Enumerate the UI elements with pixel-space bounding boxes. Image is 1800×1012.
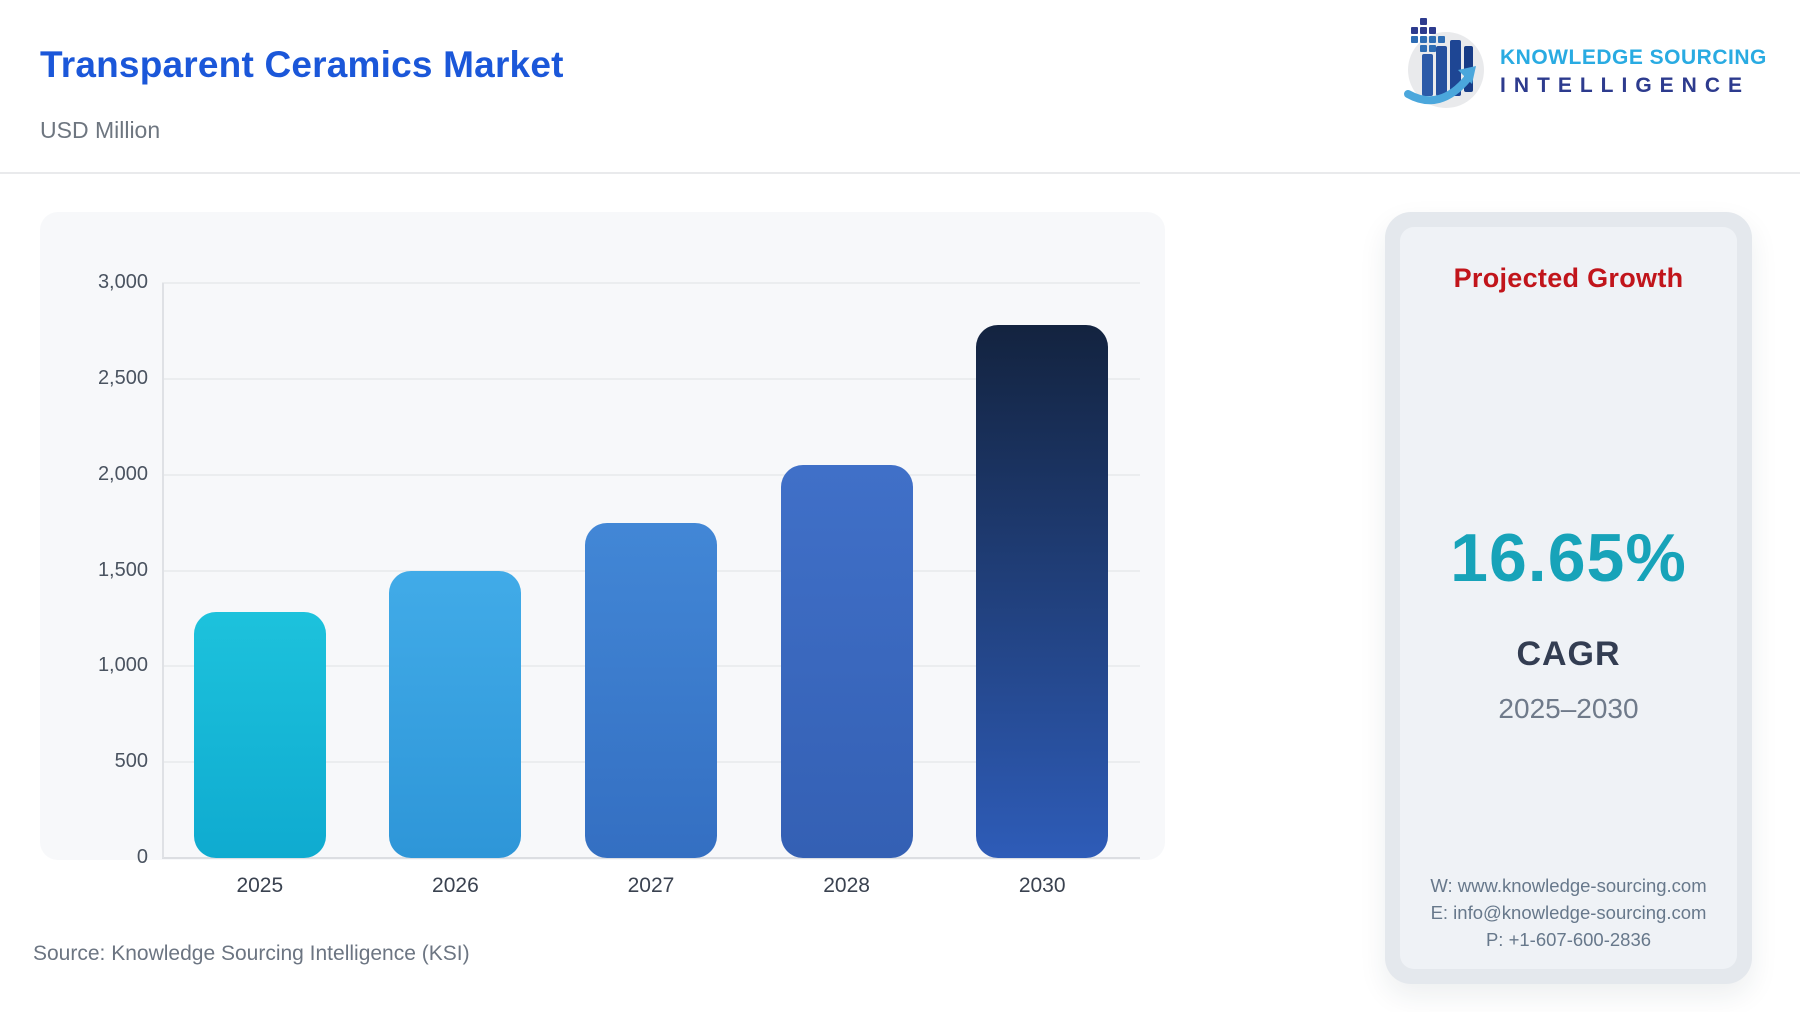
gridline-2000: [162, 473, 1140, 476]
x-axis-label-2026: 2026: [432, 874, 479, 897]
cagr-period: 2025–2030: [1498, 693, 1639, 724]
gridline-3000: [162, 282, 1140, 284]
projected-growth-panel-inner: Projected Growth 16.65% CAGR 2025–2030 W…: [1400, 227, 1737, 969]
projected-growth-panel: Projected Growth 16.65% CAGR 2025–2030 W…: [1385, 212, 1752, 984]
bar-2026: [389, 570, 522, 858]
header-divider: [0, 172, 1800, 174]
x-axis-label-2030: 2030: [1018, 874, 1066, 897]
cagr-value: 16.65%: [1450, 520, 1687, 596]
bar-2028: [780, 465, 913, 858]
x-axis-label-2028: 2028: [823, 874, 870, 897]
y-tick-label: 0: [136, 846, 148, 868]
source-note: Source: Knowledge Sourcing Intelligence …: [33, 942, 470, 965]
contact-phone: P: +1-607-600-2836: [1485, 929, 1652, 950]
page-subtitle: USD Million: [40, 117, 161, 143]
contact-website: W: www.knowledge-sourcing.com: [1430, 875, 1707, 896]
contact-email: E: info@knowledge-sourcing.com: [1430, 902, 1707, 923]
gridline-2500: [162, 377, 1140, 380]
x-axis-label-2027: 2027: [627, 874, 675, 897]
ksi-logo-icon: [1404, 18, 1484, 108]
logo-intelligence: INTELLIGENCE: [1500, 74, 1751, 97]
bar-2030: [976, 325, 1109, 858]
y-tick-label: 2,500: [97, 366, 148, 389]
bar-2025: [193, 611, 326, 858]
x-axis-label-2025: 2025: [236, 874, 284, 897]
ksi-logo: KNOWLEDGE SOURCING INTELLIGENCE: [1396, 14, 1767, 114]
y-tick-label: 500: [114, 750, 148, 773]
cagr-label: CAGR: [1516, 635, 1621, 673]
page-title: Transparent Ceramics Market: [40, 44, 564, 85]
contact-block: W: www.knowledge-sourcing.com E: info@kn…: [1400, 872, 1737, 953]
y-tick-label: 1,000: [97, 654, 148, 677]
bar-2027: [585, 522, 717, 858]
y-axis-line: [162, 283, 164, 858]
gridline-0: [162, 857, 1140, 859]
y-tick-label: 1,500: [97, 558, 148, 581]
y-tick-label: 2,000: [97, 462, 148, 485]
bar-chart: 3,000 2,500 2,000 1,500 1,000 500 0 2025 2026 202…: [40, 212, 1165, 912]
y-tick-label: 3,000: [97, 271, 148, 293]
logo-knowledge-sourcing: KNOWLEDGE SOURCING: [1500, 46, 1767, 69]
ksi-logo-text: KNOWLEDGE SOURCING INTELLIGENCE: [1500, 46, 1767, 98]
projected-growth-heading: Projected Growth: [1453, 263, 1684, 293]
